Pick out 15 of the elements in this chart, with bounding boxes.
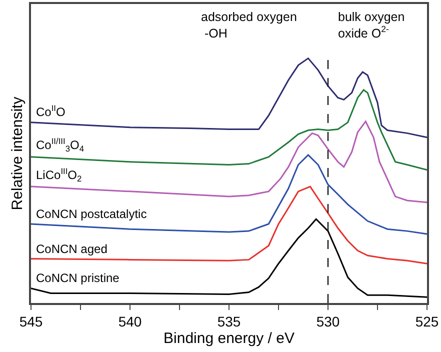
- x-tick-label: 540: [118, 314, 142, 330]
- x-tick-label: 530: [316, 314, 340, 330]
- series-label: LiCo$^{III}$O$_{2}$: [36, 166, 82, 184]
- text: bulk oxygen oxide O$^{2-}$: [338, 10, 405, 40]
- x-axis-title: Binding energy / eV: [164, 330, 294, 348]
- text: adsorbed oxygen -OH: [201, 10, 297, 40]
- series-label: Co$^{II}$O: [36, 103, 66, 120]
- x-tick-label: 525: [415, 314, 439, 330]
- series-label: CoNCN pristine: [36, 271, 120, 285]
- series-label: CoNCN aged: [36, 242, 108, 256]
- x-tick-label: 545: [19, 314, 43, 330]
- y-axis-title: Relative intensity: [9, 96, 26, 210]
- series-label: Co$^{II/III}$$_{3}$O$_{4}$: [36, 136, 84, 154]
- series-label: CoNCN postcatalytic: [36, 207, 147, 221]
- x-tick-label: 535: [217, 314, 241, 330]
